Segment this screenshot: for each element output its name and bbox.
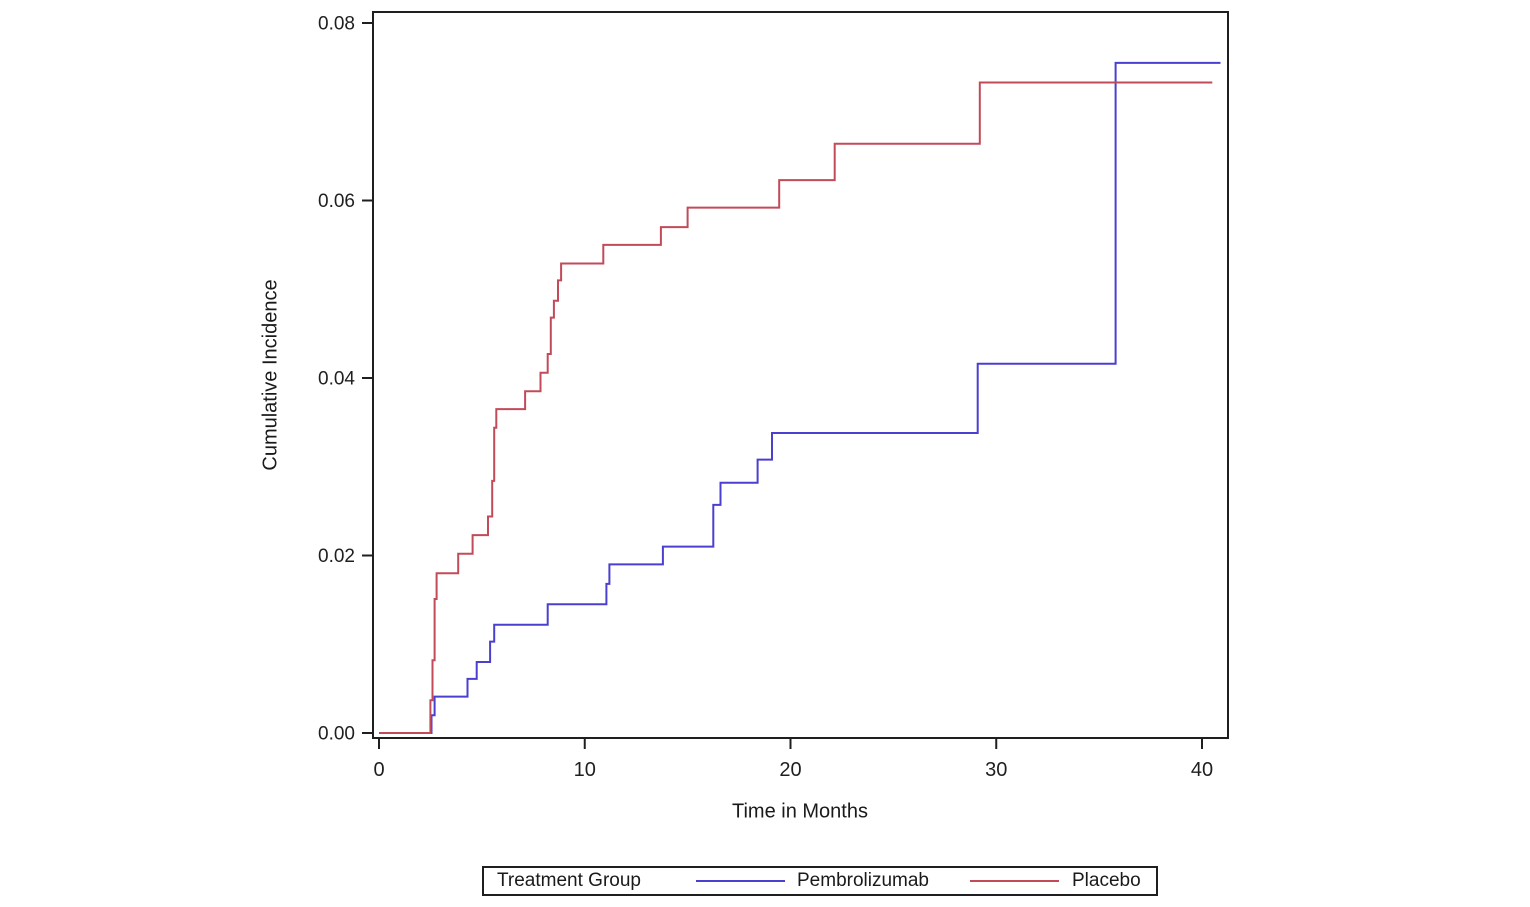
x-tick-label: 30: [985, 759, 1007, 781]
x-tick-label: 20: [779, 759, 801, 781]
y-tick-label: 0.00: [318, 724, 355, 745]
legend-label-placebo: Placebo: [1072, 870, 1141, 891]
legend-label-pembrolizumab: Pembrolizumab: [797, 870, 929, 891]
placebo-series-line: [379, 81, 1213, 734]
y-tick-label: 0.08: [318, 14, 355, 35]
y-tick-label: 0.04: [318, 369, 355, 390]
y-axis-title: Cumulative Incidence: [259, 279, 282, 471]
pembrolizumab-series-line: [379, 61, 1221, 734]
x-tick-label: 10: [574, 759, 596, 781]
legend: Treatment Group Pembrolizumab Placebo: [482, 866, 1158, 896]
x-axis-title: Time in Months: [732, 800, 868, 823]
pembrolizumab-line-swatch: [696, 880, 785, 882]
y-tick-label: 0.02: [318, 546, 355, 567]
legend-title: Treatment Group: [497, 870, 641, 891]
plot-frame: [372, 11, 1229, 739]
placebo-line-swatch: [970, 880, 1059, 882]
x-tick-label: 40: [1191, 759, 1213, 781]
x-tick-label: 0: [373, 759, 384, 781]
y-tick-label: 0.06: [318, 191, 355, 212]
